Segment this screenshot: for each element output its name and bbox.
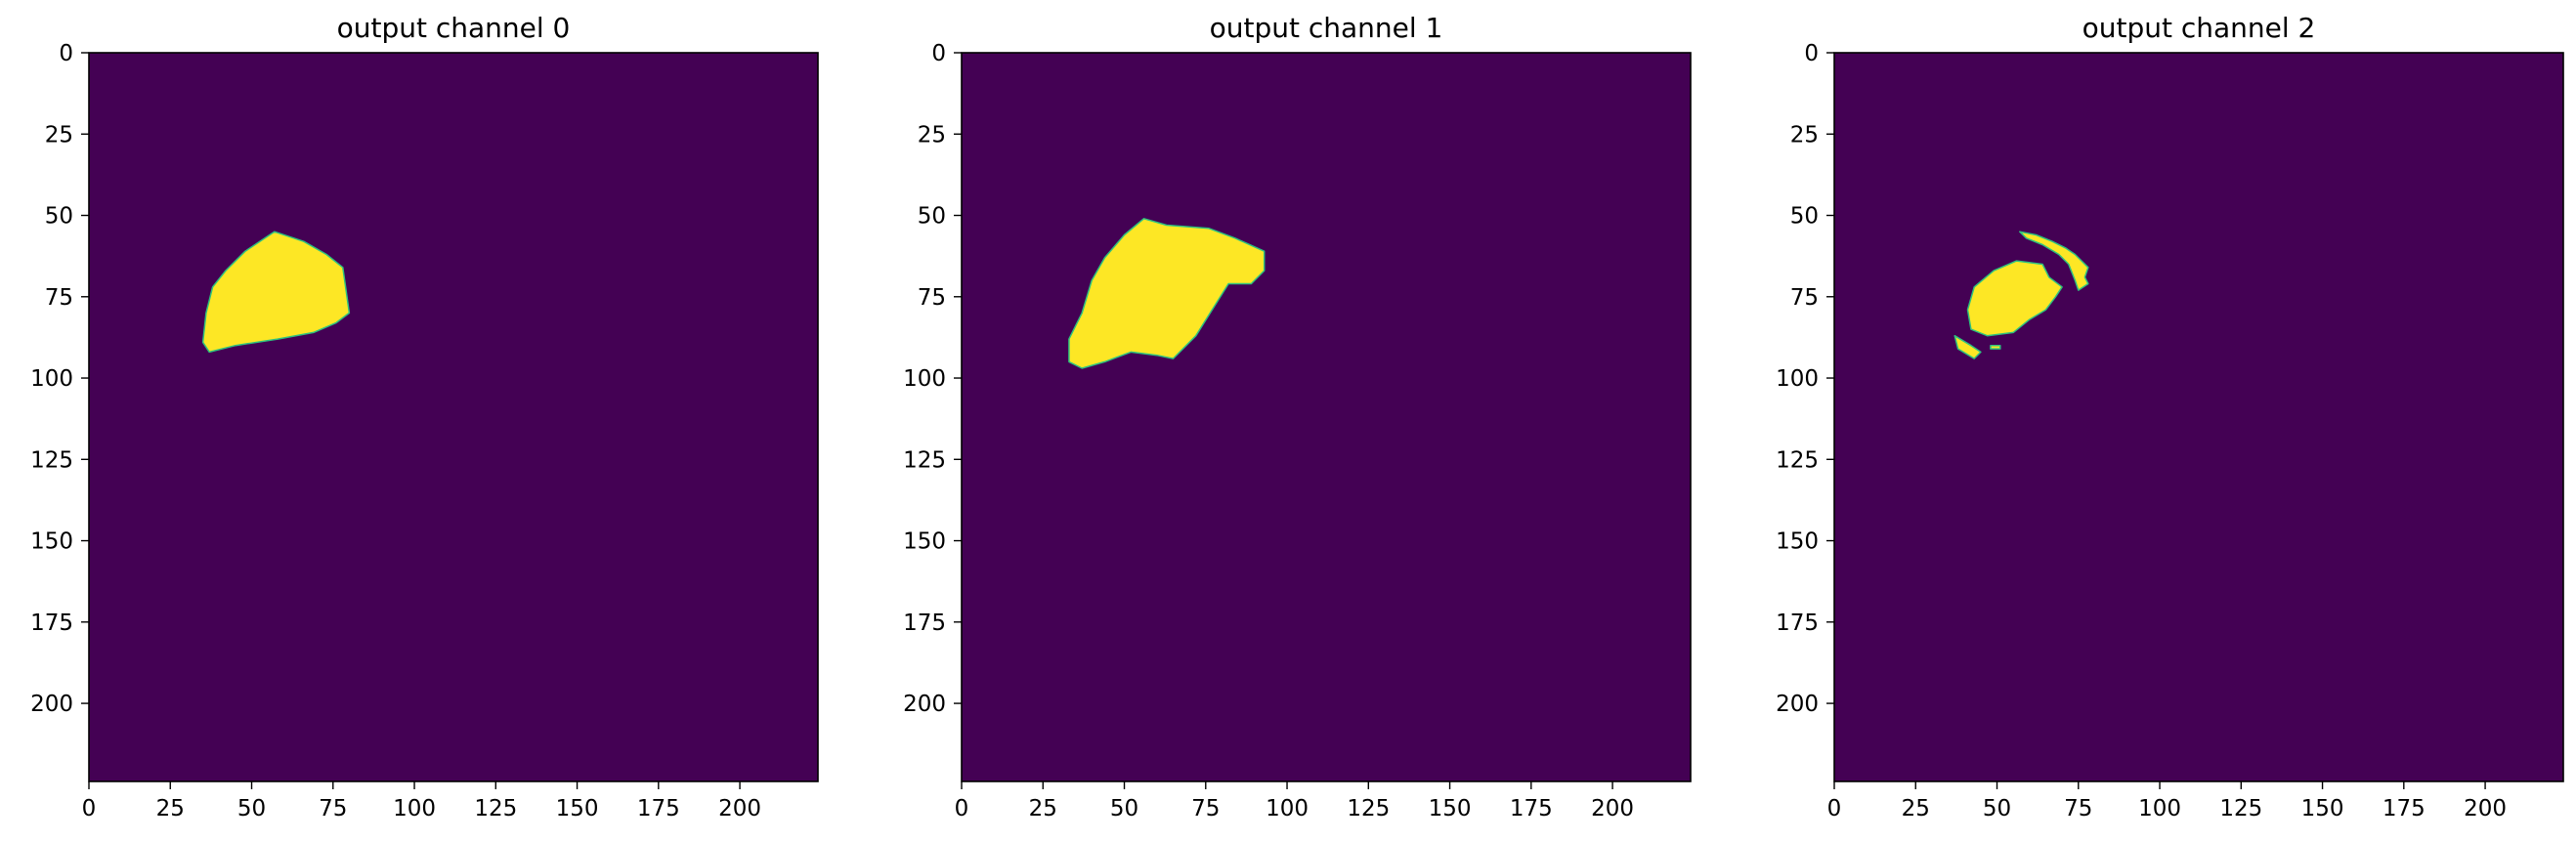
y-tick-label: 75 — [918, 285, 946, 311]
y-tick-label: 0 — [931, 41, 946, 66]
y-tick-label: 125 — [1776, 447, 1819, 473]
x-tick-label: 200 — [2464, 796, 2507, 821]
x-tick-label: 0 — [82, 796, 97, 821]
y-tick-label: 100 — [903, 366, 946, 392]
mask-region-2 — [1953, 334, 1982, 359]
x-tick-label: 50 — [1110, 796, 1138, 821]
subplot-2: 0 25 50 75 100 125 150 175 200 0 25 50 75 100 125 150 17… — [1776, 12, 2564, 821]
x-tick-label: 150 — [1429, 796, 1472, 821]
y-tick-label: 75 — [45, 285, 73, 311]
x-tick-label: 175 — [2383, 796, 2426, 821]
x-tick-label: 125 — [2219, 796, 2262, 821]
y-tick-label: 150 — [1776, 529, 1819, 555]
x-tick-label: 100 — [2138, 796, 2181, 821]
subplot-0: 0 25 50 75 100 125 150 175 200 0 25 50 75 100 125 150 17… — [30, 12, 819, 821]
plot-title: output channel 1 — [1210, 12, 1443, 44]
y-tick-label: 50 — [1790, 204, 1819, 230]
y-tick-label: 150 — [903, 529, 946, 555]
mask-region-0 — [1966, 260, 2063, 337]
x-tick-label: 125 — [1347, 796, 1390, 821]
y-tick-label: 175 — [903, 610, 946, 636]
x-tick-label: 0 — [1827, 796, 1842, 821]
y-tick-label: 200 — [1776, 692, 1819, 717]
mask-region-0 — [1068, 218, 1266, 369]
heatmap-background — [1834, 53, 2563, 781]
x-tick-label: 25 — [1029, 796, 1057, 821]
x-tick-label: 175 — [637, 796, 680, 821]
y-tick-label: 25 — [918, 122, 946, 147]
y-tick-label: 25 — [45, 122, 73, 147]
mask-region-0 — [201, 231, 351, 354]
y-tick-label: 100 — [1776, 366, 1819, 392]
x-tick-label: 100 — [1266, 796, 1309, 821]
x-tick-label: 175 — [1510, 796, 1553, 821]
x-tick-label: 75 — [1191, 796, 1220, 821]
y-tick-label: 100 — [30, 366, 73, 392]
x-tick-label: 50 — [237, 796, 266, 821]
y-tick-label: 125 — [30, 447, 73, 473]
y-tick-label: 200 — [903, 692, 946, 717]
y-tick-label: 175 — [30, 610, 73, 636]
x-tick-label: 125 — [474, 796, 517, 821]
mask-region-1 — [2019, 231, 2089, 291]
plot-title: output channel 2 — [2082, 12, 2316, 44]
subplot-1: 0 25 50 75 100 125 150 175 200 0 25 50 75 100 125 150 17… — [903, 12, 1692, 821]
y-tick-label: 200 — [30, 692, 73, 717]
y-tick-label: 0 — [1804, 41, 1819, 66]
x-tick-label: 200 — [1591, 796, 1634, 821]
x-tick-label: 75 — [319, 796, 347, 821]
plot-title: output channel 0 — [337, 12, 571, 44]
x-tick-label: 50 — [1983, 796, 2011, 821]
y-tick-label: 175 — [1776, 610, 1819, 636]
x-tick-label: 0 — [955, 796, 969, 821]
heatmap-background — [962, 53, 1691, 781]
y-tick-label: 50 — [45, 204, 73, 230]
x-tick-label: 25 — [156, 796, 185, 821]
x-tick-label: 150 — [556, 796, 599, 821]
axes-frame — [961, 52, 1692, 782]
y-tick-label: 50 — [918, 204, 946, 230]
x-tick-label: 75 — [2064, 796, 2092, 821]
heatmap-background — [89, 53, 818, 781]
x-tick-label: 100 — [393, 796, 436, 821]
y-tick-label: 125 — [903, 447, 946, 473]
x-tick-label: 25 — [1902, 796, 1930, 821]
axes-frame — [88, 52, 819, 782]
y-tick-label: 25 — [1790, 122, 1819, 147]
mask-region-3 — [1990, 344, 2001, 350]
x-tick-label: 150 — [2301, 796, 2344, 821]
axes-frame — [1833, 52, 2564, 782]
y-tick-label: 150 — [30, 529, 73, 555]
x-tick-label: 200 — [718, 796, 761, 821]
y-tick-label: 0 — [59, 41, 73, 66]
y-tick-label: 75 — [1790, 285, 1819, 311]
